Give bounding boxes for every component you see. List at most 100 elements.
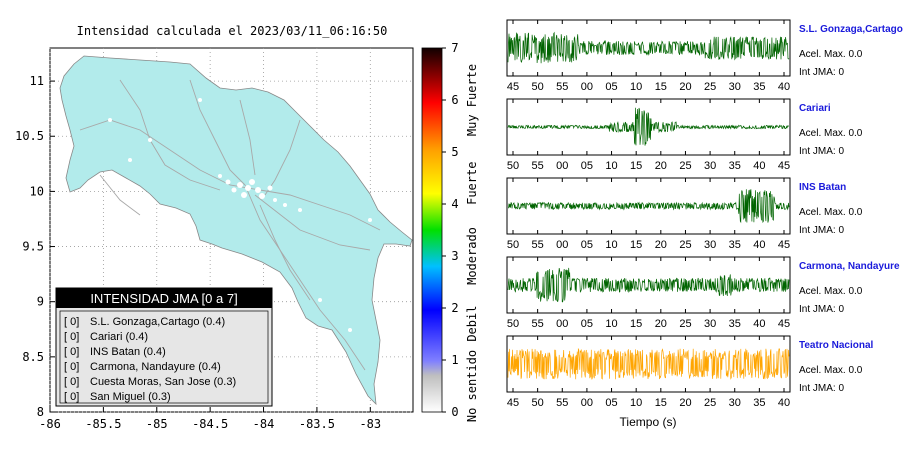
time-tick: 45 — [778, 239, 790, 251]
city-dots — [108, 98, 372, 332]
time-tick: 20 — [679, 397, 691, 409]
time-tick: 15 — [655, 397, 667, 409]
intensity-map: Intensidad calculada el 2023/03/11_06:16… — [15, 24, 479, 431]
colorbar-tick: 3 — [451, 249, 458, 263]
waveform-station-4: 45 50 55 00 05 10 15 20 25 30 35 40 Teatro Nacional A… — [506, 335, 873, 409]
waveform-trace — [508, 189, 790, 224]
time-tick: 55 — [556, 81, 568, 93]
time-tick: 50 — [507, 318, 519, 330]
map-x-tick: -83 — [359, 417, 381, 431]
station-intensity: Int JMA: 0 — [799, 304, 844, 315]
time-tick: 20 — [655, 239, 667, 251]
time-tick: 30 — [729, 81, 741, 93]
time-tick: 30 — [704, 160, 716, 172]
time-tick: 35 — [729, 160, 741, 172]
time-tick: 25 — [704, 81, 716, 93]
time-tick: 45 — [778, 318, 790, 330]
time-tick: 30 — [704, 239, 716, 251]
station-accel: Acel. Max. 0.0 — [799, 286, 863, 297]
station-accel: Acel. Max. 0.0 — [799, 207, 863, 218]
time-tick: 40 — [753, 160, 765, 172]
time-tick: 10 — [605, 160, 617, 172]
time-tick: 30 — [729, 397, 741, 409]
map-x-tick: -84.5 — [192, 417, 228, 431]
time-tick: 15 — [630, 160, 642, 172]
time-tick: 00 — [556, 318, 568, 330]
colorbar-tick: 5 — [451, 145, 458, 159]
time-tick: 05 — [605, 81, 617, 93]
time-tick: 00 — [556, 160, 568, 172]
time-tick: 25 — [679, 160, 691, 172]
station-name: S.L. Gonzaga,Cartago — [799, 24, 903, 35]
time-tick: 10 — [605, 239, 617, 251]
time-tick: 00 — [581, 397, 593, 409]
time-tick: 45 — [507, 81, 519, 93]
station-intensity: Int JMA: 0 — [799, 225, 844, 236]
waveform-station-1: 50 55 00 05 10 15 20 25 30 35 40 45 Cariari Acel. Max… — [506, 98, 863, 172]
station-accel: Acel. Max. 0.0 — [799, 49, 863, 60]
road-network — [79, 79, 381, 371]
time-tick: 35 — [729, 318, 741, 330]
time-tick: 20 — [655, 318, 667, 330]
time-tick: 35 — [729, 239, 741, 251]
station-name: Teatro Nacional — [799, 340, 873, 351]
waveform-trace — [507, 267, 790, 303]
map-y-tick: 9.5 — [22, 240, 44, 254]
map-x-tick: -84 — [253, 417, 275, 431]
waveform-trace — [507, 347, 790, 380]
time-tick: 15 — [630, 318, 642, 330]
map-x-tick: -85.5 — [85, 417, 121, 431]
time-tick: 10 — [630, 397, 642, 409]
time-tick: 35 — [753, 397, 765, 409]
time-tick: 00 — [556, 239, 568, 251]
legend-entry-value: [ 0] — [64, 331, 79, 343]
time-tick: 45 — [507, 397, 519, 409]
time-tick: 50 — [532, 81, 544, 93]
legend-entry-value: [ 0] — [64, 376, 79, 388]
intensity-legend: INTENSIDAD JMA [0 a 7] [ 0] S.L. Gonzaga,… — [55, 287, 273, 407]
colorbar-label: Debil — [465, 306, 479, 342]
legend-title: INTENSIDAD JMA [0 a 7] — [90, 291, 237, 306]
time-tick: 40 — [778, 81, 790, 93]
time-tick: 15 — [630, 239, 642, 251]
legend-entry-label: S.L. Gonzaga,Cartago (0.4) — [90, 316, 225, 328]
time-tick: 30 — [704, 318, 716, 330]
time-tick: 25 — [704, 397, 716, 409]
legend-entry-label: INS Batan (0.4) — [90, 346, 166, 358]
colorbar — [421, 47, 443, 413]
map-y-tick: 10.5 — [15, 129, 44, 143]
station-accel: Acel. Max. 0.0 — [799, 365, 863, 376]
legend-entry-label: Cuesta Moras, San Jose (0.3) — [90, 376, 236, 388]
legend-entry-value: [ 0] — [64, 361, 79, 373]
station-intensity: Int JMA: 0 — [799, 146, 844, 157]
station-intensity: Int JMA: 0 — [799, 67, 844, 78]
station-intensity: Int JMA: 0 — [799, 383, 844, 394]
map-x-tick: -83.5 — [299, 417, 335, 431]
time-tick: 05 — [581, 318, 593, 330]
time-tick: 10 — [630, 81, 642, 93]
colorbar-label: No sentido — [465, 350, 479, 422]
time-tick: 55 — [532, 239, 544, 251]
station-name: Carmona, Nandayure — [799, 261, 900, 272]
costa-rica-shape — [59, 55, 413, 406]
waveform-station-2: 50 55 00 05 10 15 20 25 30 35 40 45 INS Batan Acel. M… — [506, 177, 863, 251]
legend-entry-label: Carmona, Nandayure (0.4) — [90, 361, 221, 373]
time-axis-label: Tiempo (s) — [620, 415, 677, 429]
time-tick: 40 — [753, 239, 765, 251]
time-tick: 45 — [778, 160, 790, 172]
time-tick: 25 — [679, 239, 691, 251]
time-tick: 05 — [581, 160, 593, 172]
colorbar-tick: 7 — [451, 41, 458, 55]
time-tick: 50 — [507, 239, 519, 251]
colorbar-tick: 0 — [451, 405, 458, 419]
map-y-tick: 11 — [30, 74, 44, 88]
legend-entry-label: Cariari (0.4) — [90, 331, 148, 343]
map-y-tick: 10 — [30, 184, 44, 198]
map-x-tick: -86 — [39, 417, 61, 431]
colorbar-ticks: 0 1 2 3 4 5 6 7 — [442, 41, 459, 419]
time-tick: 20 — [679, 81, 691, 93]
time-tick: 35 — [753, 81, 765, 93]
colorbar-tick: 6 — [451, 93, 458, 107]
map-y-tick: 9 — [37, 295, 44, 309]
waveform-station-3: 50 55 00 05 10 15 20 25 30 35 40 45 Carmona, Nandayu… — [506, 256, 900, 330]
